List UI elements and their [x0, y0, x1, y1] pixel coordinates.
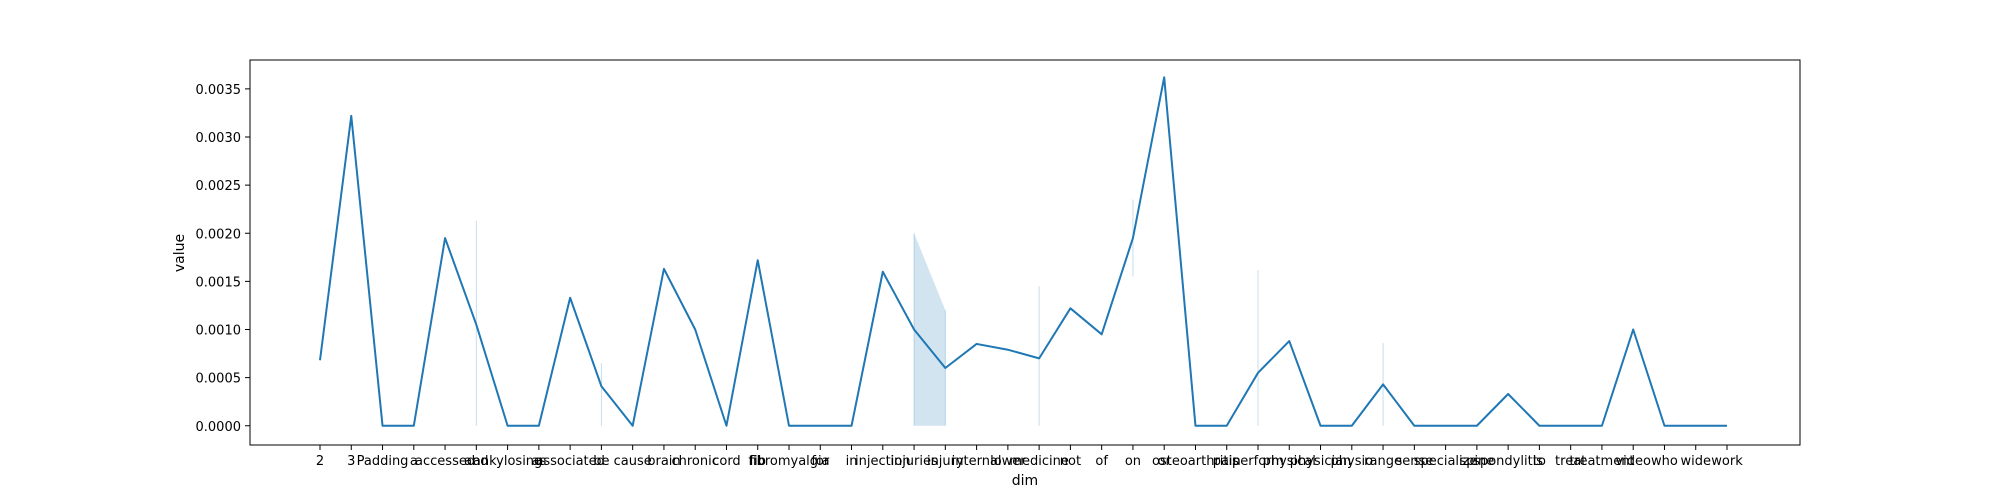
- x-tick-label: pain: [1213, 454, 1241, 469]
- x-tick-label: injury: [927, 454, 964, 469]
- x-tick-label: fibromyalgia: [748, 454, 829, 469]
- y-tick-label: 0.0030: [196, 131, 242, 146]
- x-tick-label: sense: [1395, 454, 1433, 469]
- plot-frame: [249, 59, 1801, 446]
- y-tick-label: 0.0005: [196, 372, 242, 387]
- x-tick-label: perform: [1232, 454, 1284, 469]
- y-tick-label: 0.0035: [196, 83, 242, 98]
- x-tick-label: range: [1364, 454, 1402, 469]
- x-tick-label: medicine: [1009, 454, 1069, 469]
- series-line: [319, 76, 1727, 427]
- x-axis-label: dim: [1012, 473, 1038, 489]
- x-tick-label: for: [811, 454, 830, 469]
- x-tick-label: cause: [614, 454, 652, 469]
- x-tick-label: work: [1711, 454, 1743, 469]
- x-tick-label: accessed: [415, 454, 475, 469]
- x-tick-label: video: [1615, 454, 1651, 469]
- x-tick-label: ankylosing: [473, 454, 542, 469]
- y-tick-label: 0.0020: [196, 227, 242, 242]
- x-tick-label: to: [1533, 454, 1546, 469]
- x-tick-label: physical: [1263, 454, 1316, 469]
- x-tick-label: lower: [990, 454, 1026, 469]
- x-tick-label: chronic: [671, 454, 718, 469]
- x-tick-label: associated: [535, 454, 605, 469]
- x-tick-label: spine: [1459, 454, 1494, 469]
- y-tick-label: 0.0015: [196, 275, 242, 290]
- ci-band-segment-injuries: [914, 233, 946, 426]
- x-tick-label: 2: [316, 454, 324, 469]
- x-tick-label: 3: [347, 454, 355, 469]
- x-tick-label: on: [1125, 454, 1141, 469]
- x-tick-label: osteoarthritis: [1152, 454, 1239, 469]
- x-tick-label: not: [1060, 454, 1081, 469]
- y-tick-label: 0.0000: [196, 420, 242, 435]
- x-tick-label: be: [593, 454, 609, 469]
- x-tick-label: Padding: [357, 454, 409, 469]
- x-tick-label: injuries: [890, 454, 938, 469]
- y-axis-ticks: 0.0000 0.0005 0.0010 0.0015 0.0020 0.0025 0.00…: [196, 83, 250, 435]
- x-tick-label: a: [410, 454, 418, 469]
- x-tick-label: of: [1095, 454, 1108, 469]
- x-tick-label: who: [1651, 454, 1678, 469]
- x-tick-label: as: [531, 454, 546, 469]
- x-tick-label: in: [846, 454, 858, 469]
- x-axis-ticks: 2 3 Padding aaccessedandankylosingasassocia…: [316, 445, 1743, 469]
- x-tick-label: physio: [1331, 454, 1374, 469]
- x-tick-label: treat: [1555, 454, 1586, 469]
- x-tick-label: and: [464, 454, 488, 469]
- y-tick-label: 0.0025: [196, 179, 242, 194]
- x-tick-label: injection: [855, 454, 911, 469]
- x-tick-label: internal: [952, 454, 1002, 469]
- x-tick-label: treatment: [1569, 454, 1634, 469]
- x-tick-label: or: [1158, 454, 1172, 469]
- y-axis-label: value: [172, 234, 188, 272]
- y-tick-label: 0.0010: [196, 324, 242, 339]
- x-tick-label: wide: [1680, 454, 1711, 469]
- plot-area: [250, 60, 1800, 445]
- x-tick-label: specialize: [1414, 454, 1478, 469]
- x-tick-label: physician: [1290, 454, 1352, 469]
- x-tick-label: spondylitis: [1473, 454, 1543, 469]
- x-tick-label: brain: [647, 454, 680, 469]
- x-tick-label: fib: [750, 454, 766, 469]
- x-tick-label: cord: [712, 454, 740, 469]
